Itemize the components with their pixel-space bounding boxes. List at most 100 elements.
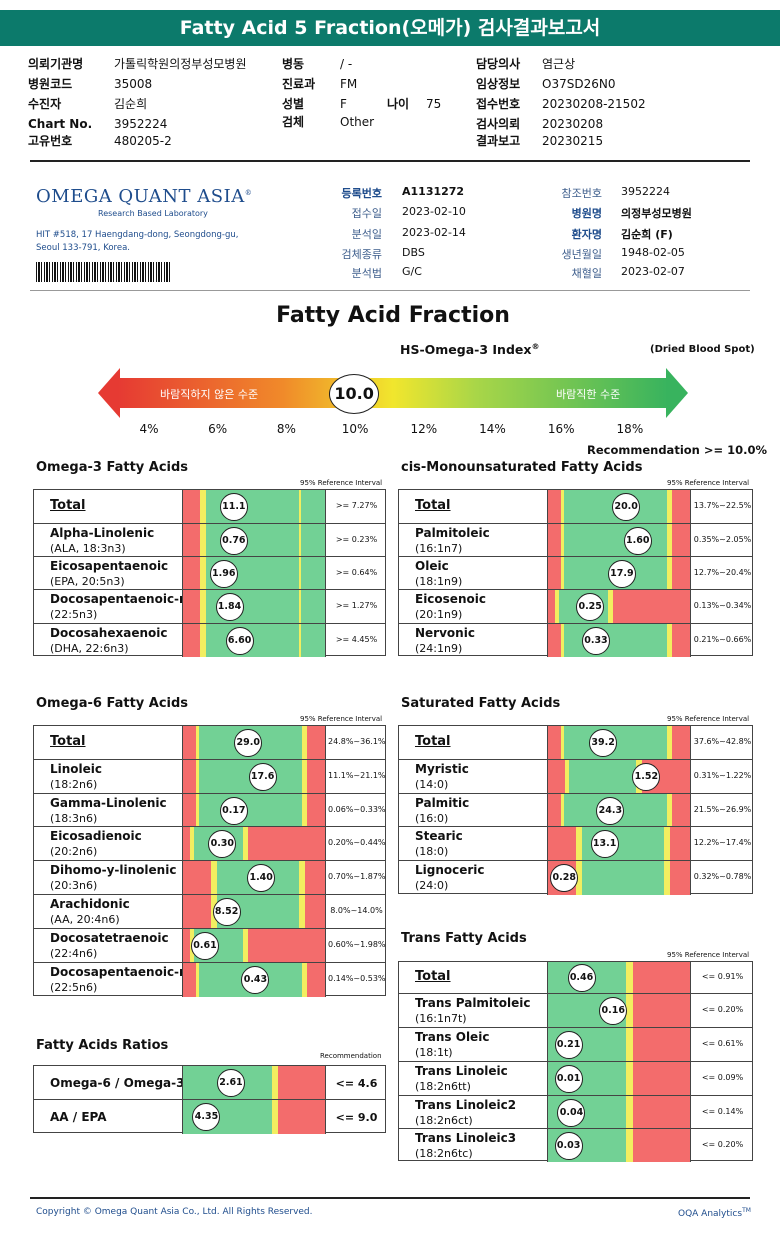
level-band bbox=[183, 590, 201, 623]
lab-logo: OMEGA QUANT ASIA® bbox=[36, 186, 252, 207]
level-bar bbox=[182, 827, 326, 860]
level-band bbox=[195, 760, 200, 793]
report-value: 김순희 (F) bbox=[621, 228, 673, 241]
level-bar bbox=[182, 524, 326, 556]
fatty-acid-name: Trans Linoleic bbox=[415, 1064, 508, 1078]
table-row: Nervonic (24:1n9) 0.33 0.21%~0.66% bbox=[399, 624, 752, 657]
measured-value-marker: 0.04 bbox=[557, 1098, 586, 1127]
level-bar bbox=[182, 929, 326, 962]
fatty-acid-name: Total bbox=[50, 734, 86, 749]
footer-divider bbox=[30, 1197, 750, 1199]
fatty-acid-notation: (22:5n6) bbox=[50, 981, 98, 994]
level-band bbox=[626, 1096, 634, 1128]
fatty-acid-name: Eicosenoic bbox=[415, 592, 486, 606]
level-band bbox=[302, 794, 307, 826]
reference-interval: 21.5%~26.9% bbox=[693, 804, 752, 814]
table-row: Total 39.2 37.6%~42.8% bbox=[399, 726, 752, 760]
index-arrow-left bbox=[98, 368, 120, 418]
level-band bbox=[555, 590, 560, 623]
level-band bbox=[183, 929, 191, 962]
measured-value-marker: 13.1 bbox=[590, 830, 619, 858]
index-tick-label: 6% bbox=[208, 422, 228, 436]
level-band bbox=[195, 794, 200, 826]
ratios-table: Omega-6 / Omega-3 2.61 <= 4.6 AA / EPA 4.35 <… bbox=[33, 1065, 386, 1134]
level-band bbox=[664, 861, 671, 895]
table-row: AA / EPA 4.35 <= 9.0 bbox=[34, 1100, 385, 1134]
reference-interval-header: 95% Reference Interval bbox=[300, 479, 383, 487]
level-bar bbox=[182, 963, 326, 997]
measured-value-marker: 0.16 bbox=[599, 997, 628, 1025]
reference-interval: 0.06%~0.33% bbox=[328, 804, 386, 814]
fatty-acid-notation: (22:5n3) bbox=[50, 608, 98, 621]
level-band bbox=[302, 963, 307, 997]
omega3-table: Total 11.1 >= 7.27% Alpha-Linolenic (ALA, 18… bbox=[33, 489, 386, 657]
level-band bbox=[633, 994, 690, 1027]
level-band bbox=[576, 861, 583, 895]
measured-value-marker: 4.35 bbox=[192, 1103, 221, 1131]
table-row: Alpha-Linolenic (ALA, 18:3n3) 0.76 >= 0.23% bbox=[34, 524, 385, 557]
level-band bbox=[200, 624, 206, 657]
table-row: Total 11.1 >= 7.27% bbox=[34, 490, 385, 524]
info-key: 접수번호 bbox=[476, 97, 521, 111]
measured-value-marker: 17.6 bbox=[248, 763, 277, 791]
reference-interval-header: 95% Reference Interval bbox=[667, 951, 750, 959]
measured-value-marker: 1.84 bbox=[215, 593, 244, 621]
fatty-acid-name: Trans Palmitoleic bbox=[415, 996, 531, 1010]
level-band bbox=[576, 827, 583, 860]
level-band bbox=[183, 861, 212, 894]
level-bar bbox=[547, 1028, 691, 1061]
info-key: 결과보고 bbox=[476, 134, 521, 148]
measured-value-marker: 6.60 bbox=[225, 626, 254, 655]
level-band bbox=[183, 794, 196, 826]
fatty-acid-notation: (20:2n6) bbox=[50, 845, 98, 858]
level-band bbox=[183, 827, 191, 860]
fatty-acid-name: Trans Oleic bbox=[415, 1030, 490, 1044]
level-bar bbox=[182, 794, 326, 826]
level-band bbox=[671, 557, 690, 589]
fatty-acid-notation: (18:0) bbox=[415, 845, 449, 858]
reference-interval: <= 0.09% bbox=[701, 1073, 744, 1082]
level-band bbox=[565, 760, 570, 793]
reference-interval: 0.31%~1.22% bbox=[693, 771, 752, 780]
level-band bbox=[299, 895, 306, 928]
table-row: Myristic (14:0) 1.52 0.31%~1.22% bbox=[399, 760, 752, 794]
level-band bbox=[200, 590, 206, 623]
measured-value-marker: 8.52 bbox=[212, 898, 241, 926]
level-band bbox=[306, 794, 325, 826]
fatty-acid-name: Docosahexaenoic bbox=[50, 626, 168, 640]
report-key: 참조번호 bbox=[561, 187, 602, 200]
table-row: Eicosadienoic (20:2n6) 0.30 0.20%~0.44% bbox=[34, 827, 386, 861]
measured-value-marker: 0.01 bbox=[554, 1065, 583, 1093]
level-band bbox=[299, 624, 301, 657]
level-band bbox=[667, 490, 672, 523]
table-row: Omega-6 / Omega-3 2.61 <= 4.6 bbox=[34, 1066, 385, 1100]
measured-value-marker: 39.2 bbox=[589, 729, 618, 757]
level-band bbox=[200, 557, 206, 589]
level-band bbox=[306, 760, 325, 793]
fatty-acid-name: Nervonic bbox=[415, 626, 475, 640]
level-band bbox=[302, 760, 307, 793]
level-band bbox=[607, 590, 614, 623]
good-level-label: 바람직한 수준 bbox=[556, 388, 621, 401]
reference-interval-header: Recommendation bbox=[320, 1052, 382, 1060]
fatty-acid-name: Trans Linoleic3 bbox=[415, 1131, 517, 1145]
section-divider bbox=[30, 290, 750, 291]
report-value: 3952224 bbox=[621, 185, 670, 198]
table-row: Dihomo-y-linolenic (20:3n6) 1.40 0.70%~1.87… bbox=[34, 861, 386, 895]
fatty-acid-notation: (14:0) bbox=[415, 778, 449, 791]
level-band bbox=[306, 963, 325, 997]
index-tick-label: 14% bbox=[479, 422, 506, 436]
info-value: 염근상 bbox=[542, 57, 576, 71]
info-value: O37SD26N0 bbox=[542, 77, 616, 91]
level-band bbox=[671, 524, 690, 556]
brand: OQA AnalyticsTM bbox=[678, 1207, 751, 1219]
reference-interval: 11.1%~21.1% bbox=[328, 771, 386, 780]
level-band bbox=[300, 624, 325, 657]
table-row: Eicosapentaenoic (EPA, 20:5n3) 1.96 >= 0.64… bbox=[34, 557, 385, 590]
reference-interval: 0.60%~1.98% bbox=[328, 940, 386, 949]
info-value: F bbox=[340, 97, 347, 111]
level-band bbox=[272, 1100, 279, 1134]
fatty-acid-notation: (18:2n6) bbox=[50, 778, 98, 791]
report-value: A1131272 bbox=[402, 185, 465, 198]
age-key: 나이 bbox=[387, 97, 410, 111]
